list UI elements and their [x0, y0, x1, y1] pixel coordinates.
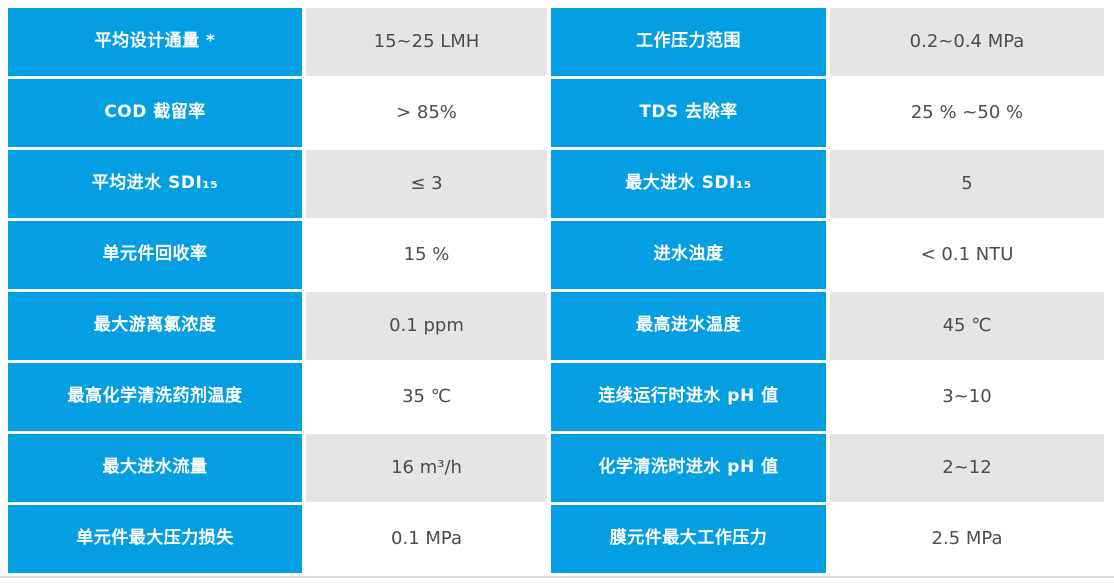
spec-label-cell: 最高进水温度: [551, 292, 826, 360]
spec-label-cell: 最高化学清洗药剂温度: [8, 363, 302, 431]
spec-value-cell: 2~12: [830, 434, 1104, 502]
spec-label-cell: 最大进水流量: [8, 434, 302, 502]
spec-label-cell: 最大进水 SDI₁₅: [551, 150, 826, 218]
spec-value-cell: 0.1 ppm: [306, 292, 547, 360]
spec-value-cell: 5: [830, 150, 1104, 218]
spec-value-cell: 25 % ~50 %: [910, 101, 1024, 123]
spec-label-cell: 平均进水 SDI₁₅: [8, 150, 302, 218]
bottom-divider: [0, 576, 1114, 578]
spec-value-cell: > 85%: [396, 101, 457, 123]
spec-value-cell: 15~25 LMH: [306, 8, 547, 76]
spec-value-cell: 2.5 MPa: [931, 527, 1003, 549]
spec-label-cell: 膜元件最大工作压力: [551, 505, 826, 573]
spec-label-cell: 单元件最大压力损失: [8, 505, 302, 573]
spec-label-cell: 单元件回收率: [8, 221, 302, 289]
spec-value-cell: ≤ 3: [306, 150, 547, 218]
spec-value-cell: 45 ℃: [830, 292, 1104, 360]
spec-label-cell: 化学清洗时进水 pH 值: [551, 434, 826, 502]
spec-label-cell: 进水浊度: [551, 221, 826, 289]
spec-value-cell: 0.2~0.4 MPa: [830, 8, 1104, 76]
spec-value-cell: < 0.1 NTU: [920, 243, 1014, 265]
spec-value-cell: 3~10: [942, 385, 992, 407]
spec-value-cell: 15 %: [403, 243, 450, 265]
spec-value-cell: 0.1 MPa: [391, 527, 462, 549]
spec-label-cell: 连续运行时进水 pH 值: [551, 363, 826, 431]
spec-table: 平均设计通量 * 15~25 LMH 工作压力范围 0.2~0.4 MPa CO…: [8, 8, 1104, 573]
spec-label-cell: COD 截留率: [8, 79, 302, 147]
spec-value-cell: 16 m³/h: [306, 434, 547, 502]
spec-label-cell: 工作压力范围: [551, 8, 826, 76]
spec-label-cell: 最大游离氯浓度: [8, 292, 302, 360]
spec-value-cell: 35 ℃: [402, 385, 451, 407]
spec-label-cell: TDS 去除率: [551, 79, 826, 147]
spec-label-cell: 平均设计通量 *: [8, 8, 302, 76]
